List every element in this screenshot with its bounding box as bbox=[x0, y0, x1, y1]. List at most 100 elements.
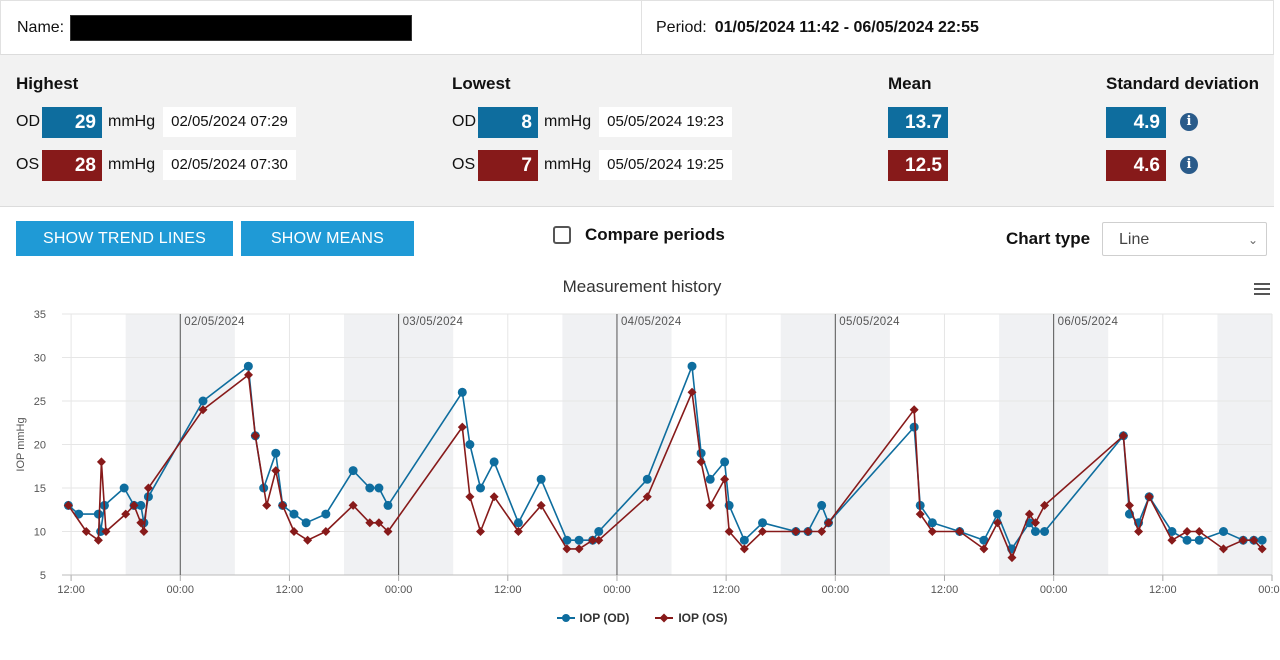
data-point-os bbox=[562, 544, 572, 554]
data-point-od bbox=[271, 448, 281, 458]
data-point-od bbox=[909, 422, 919, 432]
show-means-button[interactable]: SHOW MEANS bbox=[241, 221, 414, 256]
day-label: 03/05/2024 bbox=[403, 316, 464, 328]
data-point-os bbox=[321, 527, 331, 536]
chart-type-select[interactable]: Line ⌄ bbox=[1102, 222, 1267, 256]
mean-os-row: 12.5 bbox=[888, 149, 948, 181]
legend-od-marker bbox=[556, 614, 575, 622]
data-point-od bbox=[1194, 535, 1204, 545]
legend-item-os[interactable]: IOP (OS) bbox=[655, 611, 727, 625]
unit-label: mmHg bbox=[108, 113, 156, 130]
lowest-os-row: OS 7 mmHg 05/05/2024 19:25 bbox=[452, 149, 732, 181]
data-point-od bbox=[198, 396, 208, 406]
data-point-os bbox=[927, 527, 937, 536]
show-trend-lines-button[interactable]: SHOW TREND LINES bbox=[16, 221, 233, 256]
data-point-os bbox=[720, 474, 730, 484]
data-point-od bbox=[1030, 527, 1040, 536]
data-point-os bbox=[96, 457, 106, 467]
data-point-os bbox=[262, 500, 272, 510]
x-tick-label: 00:00 bbox=[167, 584, 195, 596]
data-point-os bbox=[244, 370, 254, 380]
data-point-od bbox=[758, 518, 768, 528]
sd-od-value: 4.9 bbox=[1106, 106, 1166, 138]
sd-os-value: 4.6 bbox=[1106, 149, 1166, 181]
data-point-od bbox=[979, 535, 989, 545]
legend-item-od[interactable]: IOP (OD) bbox=[556, 611, 629, 625]
data-point-od bbox=[594, 527, 604, 536]
period-value: 01/05/2024 11:42 - 06/05/2024 22:55 bbox=[714, 18, 979, 36]
data-point-od bbox=[475, 483, 485, 493]
data-point-od bbox=[1182, 535, 1192, 545]
data-point-os bbox=[724, 527, 734, 536]
unit-label: mmHg bbox=[544, 156, 592, 173]
info-icon[interactable]: i bbox=[1180, 156, 1198, 174]
series-od-line bbox=[67, 365, 1263, 550]
sd-os-row: 4.6 i bbox=[1106, 149, 1198, 181]
data-point-od bbox=[1218, 527, 1228, 536]
data-point-os bbox=[129, 500, 139, 510]
lowest-os-value: 7 bbox=[478, 149, 538, 181]
highest-os-value: 28 bbox=[42, 149, 102, 181]
data-point-os bbox=[594, 535, 604, 545]
data-point-od bbox=[1040, 527, 1050, 536]
data-point-os bbox=[289, 527, 299, 536]
period-cell: Period: 01/05/2024 11:42 - 06/05/2024 22… bbox=[642, 1, 979, 54]
header-bar: Name: Period: 01/05/2024 11:42 - 06/05/2… bbox=[0, 0, 1274, 55]
data-point-od bbox=[243, 361, 253, 371]
data-point-os bbox=[1134, 527, 1144, 536]
data-point-od bbox=[513, 518, 523, 528]
patient-name-cell: Name: bbox=[1, 1, 642, 54]
y-tick-label: 30 bbox=[34, 353, 46, 365]
data-point-os bbox=[955, 527, 965, 536]
eye-label: OS bbox=[16, 156, 40, 173]
eye-label: OS bbox=[452, 156, 476, 173]
data-point-od bbox=[574, 535, 584, 545]
lowest-od-value: 8 bbox=[478, 106, 538, 138]
info-icon[interactable]: i bbox=[1180, 113, 1198, 131]
data-point-os bbox=[271, 466, 281, 476]
data-point-os bbox=[457, 422, 467, 432]
data-point-os bbox=[1218, 544, 1228, 554]
data-point-os bbox=[588, 535, 598, 545]
data-point-od bbox=[720, 457, 730, 467]
mean-os-value: 12.5 bbox=[888, 149, 948, 181]
data-point-os bbox=[513, 527, 523, 536]
data-point-od bbox=[321, 509, 331, 519]
chart-title: Measurement history bbox=[562, 277, 722, 296]
highest-od-row: OD 29 mmHg 02/05/2024 07:29 bbox=[16, 106, 296, 138]
y-tick-label: 35 bbox=[34, 309, 46, 321]
stats-panel: Highest OD 29 mmHg 02/05/2024 07:29 OS 2… bbox=[0, 55, 1274, 207]
data-point-od bbox=[739, 535, 749, 545]
data-point-os bbox=[1024, 509, 1034, 519]
data-point-os bbox=[823, 518, 833, 528]
compare-periods-checkbox[interactable] bbox=[553, 226, 571, 244]
highest-title: Highest bbox=[16, 74, 79, 93]
data-point-os bbox=[121, 509, 131, 519]
data-point-od bbox=[136, 500, 146, 510]
data-point-os bbox=[81, 527, 91, 536]
y-tick-label: 5 bbox=[40, 570, 46, 582]
data-point-od bbox=[365, 483, 375, 493]
data-point-os bbox=[1257, 544, 1267, 554]
x-tick-label: 00:00 bbox=[1258, 584, 1280, 596]
x-tick-label: 00:00 bbox=[603, 584, 631, 596]
data-point-os bbox=[536, 500, 546, 510]
data-point-os bbox=[1182, 527, 1192, 536]
data-point-os bbox=[465, 492, 475, 502]
x-tick-label: 12:00 bbox=[712, 584, 740, 596]
data-point-os bbox=[687, 387, 697, 397]
mean-od-value: 13.7 bbox=[888, 106, 948, 138]
data-point-os bbox=[143, 483, 153, 493]
hamburger-menu-icon[interactable] bbox=[1254, 283, 1270, 295]
data-point-od bbox=[348, 466, 358, 476]
data-point-os bbox=[93, 535, 103, 545]
data-point-os bbox=[1030, 518, 1040, 528]
lowest-os-date: 05/05/2024 19:25 bbox=[599, 150, 732, 180]
data-point-od bbox=[817, 500, 827, 510]
highest-od-value: 29 bbox=[42, 106, 102, 138]
highest-od-date: 02/05/2024 07:29 bbox=[163, 107, 296, 137]
compare-periods-toggle[interactable]: Compare periods bbox=[553, 225, 725, 245]
data-point-od bbox=[993, 509, 1003, 519]
data-point-od bbox=[696, 448, 706, 458]
x-tick-label: 00:00 bbox=[822, 584, 850, 596]
